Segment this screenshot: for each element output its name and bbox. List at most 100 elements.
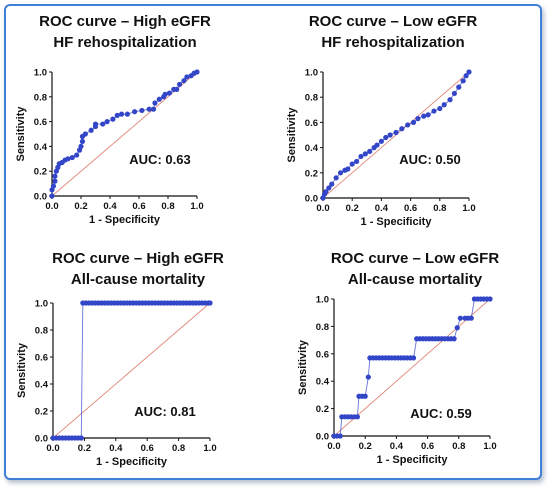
auc-label: AUC: 0.81 [134, 404, 195, 419]
auc-label: AUC: 0.59 [410, 406, 471, 421]
y-tick-label: 0.4 [305, 143, 319, 154]
roc-point [329, 181, 335, 187]
x-tick-label: 0.0 [45, 201, 58, 212]
roc-point [181, 78, 187, 84]
roc-point [78, 143, 84, 149]
roc-point [82, 131, 88, 137]
roc-point [451, 90, 457, 97]
roc-point [162, 91, 168, 97]
roc-point [49, 193, 55, 199]
y-tick-label: 0.6 [35, 353, 48, 364]
y-axis-label: Sensitivity [16, 342, 28, 398]
roc-point [410, 355, 417, 361]
y-tick-label: 0.8 [316, 322, 329, 333]
roc-point [74, 152, 80, 158]
roc-point [410, 119, 417, 125]
x-tick-label: 1.0 [203, 443, 216, 454]
roc-point [139, 107, 145, 114]
roc-point [354, 414, 360, 420]
x-tick-label: 0.2 [78, 443, 91, 454]
roc-point [337, 170, 344, 176]
roc-point [451, 336, 457, 342]
x-tick-label: 0.6 [404, 203, 417, 214]
roc-panel-3: ROC curve – High eGFR All-cause mortality… [16, 250, 224, 468]
x-tick-label: 0.4 [103, 201, 117, 212]
roc-point [124, 111, 130, 117]
roc-point [156, 96, 162, 102]
roc-point [50, 183, 57, 189]
roc-point [456, 84, 462, 90]
roc-point [337, 433, 343, 439]
x-axis-label: 1 - Specificity [96, 456, 168, 468]
x-tick-label: 0.4 [109, 443, 123, 454]
roc-point [421, 113, 427, 119]
roc-point [415, 116, 421, 122]
y-axis-label: Sensitivity [15, 106, 27, 162]
roc-point [52, 178, 58, 184]
y-tick-label: 0.0 [34, 192, 47, 203]
roc-point [431, 108, 437, 114]
roc-point [184, 74, 190, 80]
auc-label: AUC: 0.50 [399, 152, 460, 167]
y-tick-label: 0.2 [305, 168, 318, 179]
y-tick-label: 0.6 [316, 349, 329, 360]
roc-point [65, 156, 71, 162]
roc-point [365, 374, 371, 380]
roc-point [454, 325, 460, 331]
roc-point [367, 148, 373, 154]
roc-panel-1: ROC curve – High eGFR HF rehospitalizatio… [15, 13, 211, 226]
roc-point [468, 315, 474, 321]
x-tick-label: 1.0 [483, 441, 496, 452]
chart-subtitle: HF rehospitalization [53, 34, 196, 51]
chart-title: ROC curve – Low eGFR [309, 13, 478, 30]
y-tick-label: 0.8 [35, 326, 48, 337]
roc-point [78, 435, 84, 441]
y-axis-label: Sensitivity [286, 107, 298, 163]
roc-point [487, 296, 493, 302]
roc-point [132, 109, 138, 115]
x-tick-label: 0.6 [132, 201, 145, 212]
roc-point [88, 127, 94, 133]
roc-point [333, 175, 339, 181]
roc-point [425, 112, 431, 118]
x-tick-label: 1.0 [462, 203, 475, 214]
roc-point [150, 106, 157, 112]
y-tick-label: 0.2 [35, 407, 48, 418]
roc-point [69, 154, 75, 161]
y-axis-label: Sensitivity [297, 339, 309, 395]
roc-point [177, 81, 183, 87]
x-tick-label: 1.0 [190, 201, 203, 212]
roc-point [374, 142, 380, 148]
y-tick-label: 1.0 [305, 68, 318, 79]
x-tick-label: 0.6 [141, 443, 154, 454]
roc-point [119, 111, 125, 117]
y-tick-label: 0.8 [305, 93, 318, 104]
roc-point [349, 161, 355, 167]
y-tick-label: 0.4 [35, 380, 49, 391]
y-tick-label: 0.6 [34, 117, 47, 128]
roc-point [114, 112, 120, 118]
y-tick-label: 0.0 [305, 194, 318, 205]
roc-point [399, 126, 405, 132]
roc-point [166, 90, 173, 96]
roc-point [104, 119, 110, 125]
roc-point [79, 138, 86, 145]
roc-point [100, 121, 106, 127]
auc-label: AUC: 0.63 [129, 152, 190, 167]
roc-point [441, 102, 447, 108]
x-axis-label: 1 - Specificity [89, 214, 161, 226]
roc-point [437, 105, 443, 112]
y-tick-label: 0.0 [35, 434, 48, 445]
y-tick-label: 0.2 [316, 404, 329, 415]
roc-point [447, 97, 453, 103]
y-tick-label: 0.6 [305, 118, 318, 129]
roc-panel-4: ROC curve – Low eGFR All-cause mortality 0… [297, 250, 499, 466]
chart-title: ROC curve – High eGFR [52, 250, 224, 267]
chart-subtitle: HF rehospitalization [321, 34, 464, 51]
chart-subtitle: All-cause mortality [71, 271, 206, 288]
reference-diagonal [52, 302, 211, 439]
roc-point [457, 315, 463, 321]
roc-point [92, 121, 99, 127]
roc-point [345, 166, 351, 172]
